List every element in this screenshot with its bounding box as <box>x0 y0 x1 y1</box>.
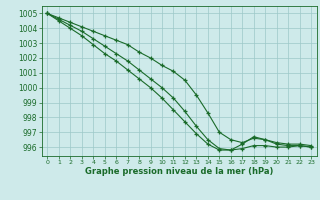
X-axis label: Graphe pression niveau de la mer (hPa): Graphe pression niveau de la mer (hPa) <box>85 167 273 176</box>
